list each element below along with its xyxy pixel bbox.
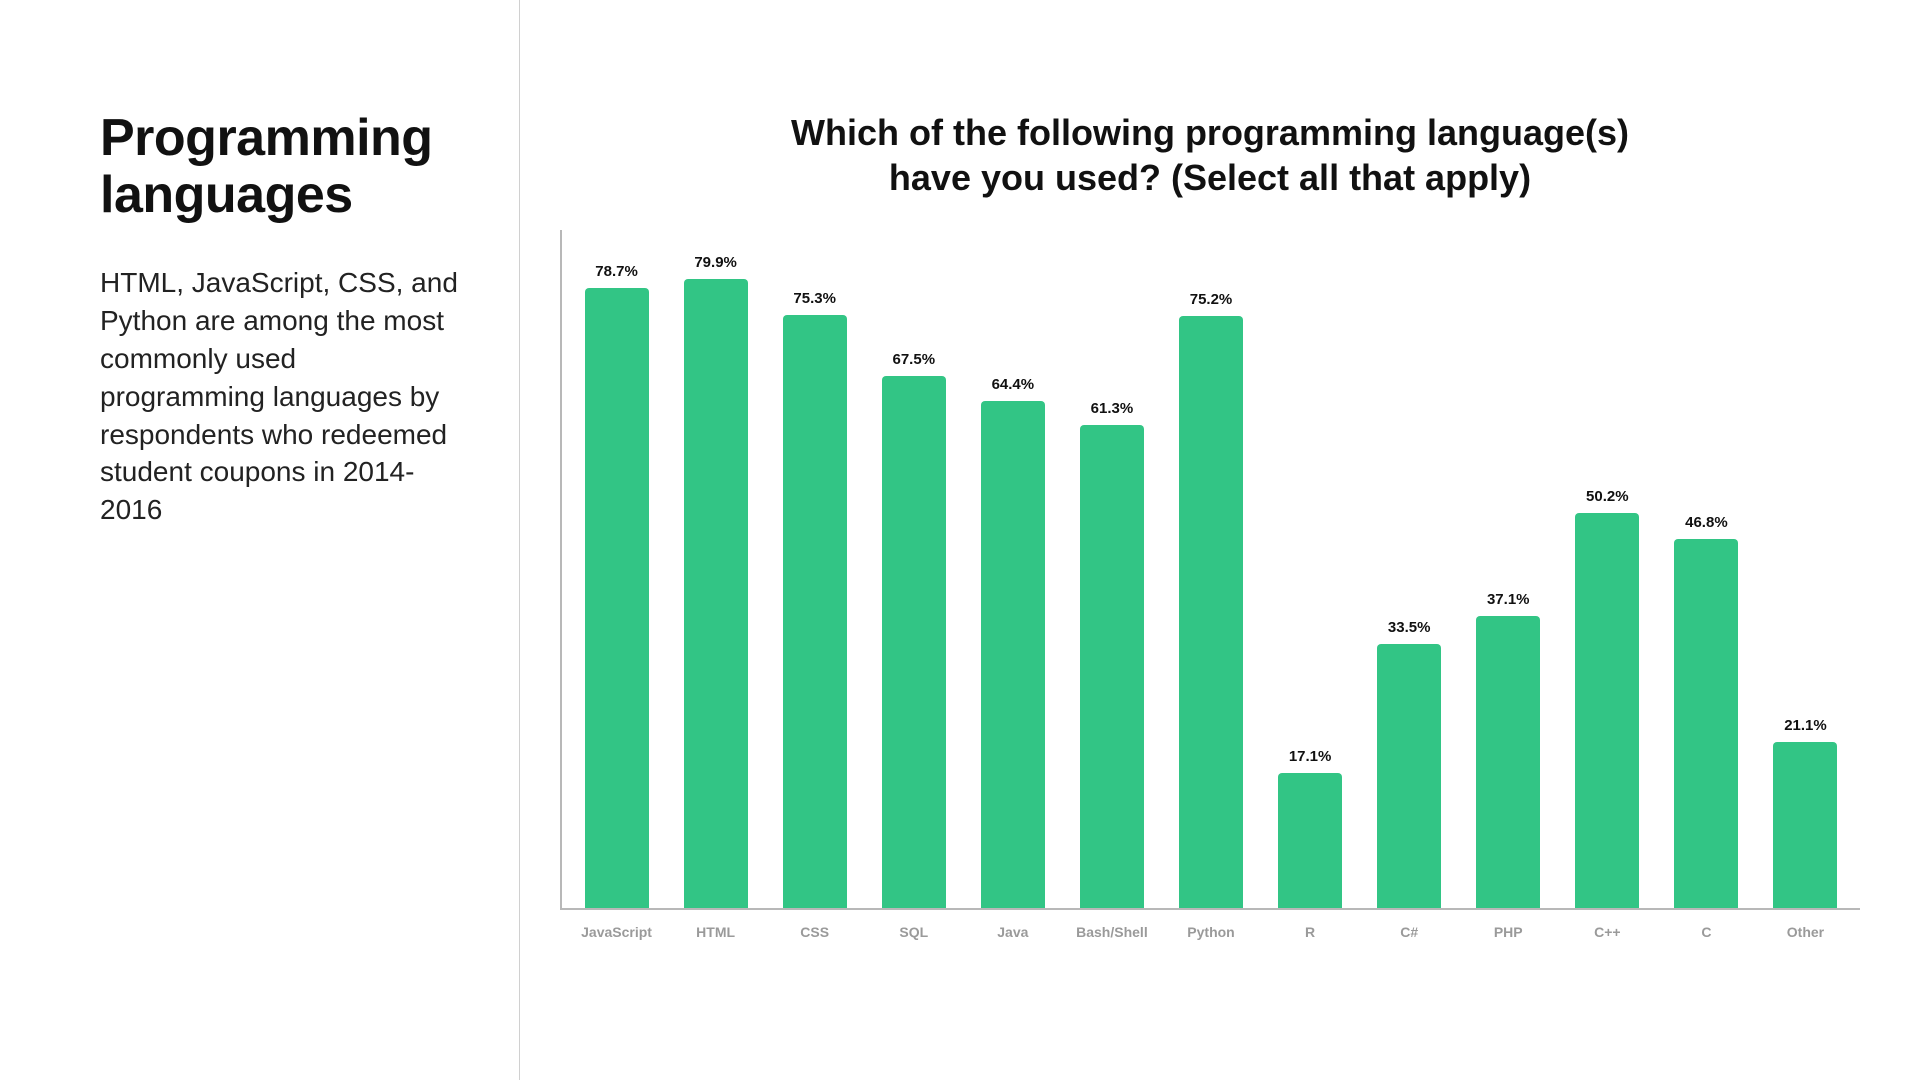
bar-slot: 67.5%: [864, 230, 963, 908]
bar: [684, 279, 748, 908]
category-label: HTML: [666, 924, 765, 940]
chart-title: Which of the following programming langu…: [760, 110, 1660, 200]
bar-slot: 50.2%: [1558, 230, 1657, 908]
bar-value-label: 64.4%: [992, 376, 1035, 393]
bar-slot: 75.2%: [1161, 230, 1260, 908]
category-label: Java: [963, 924, 1062, 940]
bar-slot: 78.7%: [567, 230, 666, 908]
bar-value-label: 78.7%: [595, 263, 638, 280]
bar: [1080, 425, 1144, 908]
bar-slot: 21.1%: [1756, 230, 1855, 908]
bar-value-label: 50.2%: [1586, 488, 1629, 505]
bar-value-label: 17.1%: [1289, 748, 1332, 765]
slide: Programming languages HTML, JavaScript, …: [0, 0, 1920, 1080]
bar-value-label: 79.9%: [694, 254, 737, 271]
right-panel: Which of the following programming langu…: [520, 0, 1920, 1080]
category-label: Python: [1161, 924, 1260, 940]
bar-value-label: 21.1%: [1784, 717, 1827, 734]
bar-slot: 64.4%: [963, 230, 1062, 908]
bar-slot: 37.1%: [1459, 230, 1558, 908]
left-body: HTML, JavaScript, CSS, and Python are am…: [100, 264, 459, 529]
bar: [1476, 616, 1540, 908]
category-label: C#: [1360, 924, 1459, 940]
bar-slot: 17.1%: [1261, 230, 1360, 908]
left-title: Programming languages: [100, 110, 459, 224]
category-label: SQL: [864, 924, 963, 940]
bar: [585, 288, 649, 908]
bar-value-label: 75.3%: [793, 290, 836, 307]
bar-value-label: 46.8%: [1685, 514, 1728, 531]
category-labels-row: JavaScriptHTMLCSSSQLJavaBash/ShellPython…: [562, 910, 1860, 940]
bar: [1575, 513, 1639, 908]
bar-slot: 79.9%: [666, 230, 765, 908]
bar: [882, 376, 946, 908]
bar-value-label: 33.5%: [1388, 619, 1431, 636]
category-label: Other: [1756, 924, 1855, 940]
left-panel: Programming languages HTML, JavaScript, …: [0, 0, 520, 1080]
bar-value-label: 67.5%: [893, 351, 936, 368]
bar-slot: 75.3%: [765, 230, 864, 908]
bar-slot: 46.8%: [1657, 230, 1756, 908]
bar: [1278, 773, 1342, 908]
bar-value-label: 37.1%: [1487, 591, 1530, 608]
bar: [1773, 742, 1837, 908]
category-label: CSS: [765, 924, 864, 940]
category-label: C: [1657, 924, 1756, 940]
bar-chart: 78.7% 79.9% 75.3% 67.5% 64.4% 61.3% 75.2% 17.1%…: [560, 230, 1860, 940]
bar: [1377, 644, 1441, 908]
spacer: [560, 940, 1860, 1080]
bar: [1674, 539, 1738, 908]
category-label: Bash/Shell: [1062, 924, 1161, 940]
category-label: R: [1261, 924, 1360, 940]
bar: [783, 315, 847, 908]
bar: [1179, 316, 1243, 908]
bar-value-label: 61.3%: [1091, 400, 1134, 417]
category-label: JavaScript: [567, 924, 666, 940]
bar-slot: 61.3%: [1062, 230, 1161, 908]
category-label: PHP: [1459, 924, 1558, 940]
bar: [981, 401, 1045, 908]
bar-value-label: 75.2%: [1190, 291, 1233, 308]
bar-slot: 33.5%: [1360, 230, 1459, 908]
category-label: C++: [1558, 924, 1657, 940]
bars-row: 78.7% 79.9% 75.3% 67.5% 64.4% 61.3% 75.2% 17.1%…: [560, 230, 1860, 910]
